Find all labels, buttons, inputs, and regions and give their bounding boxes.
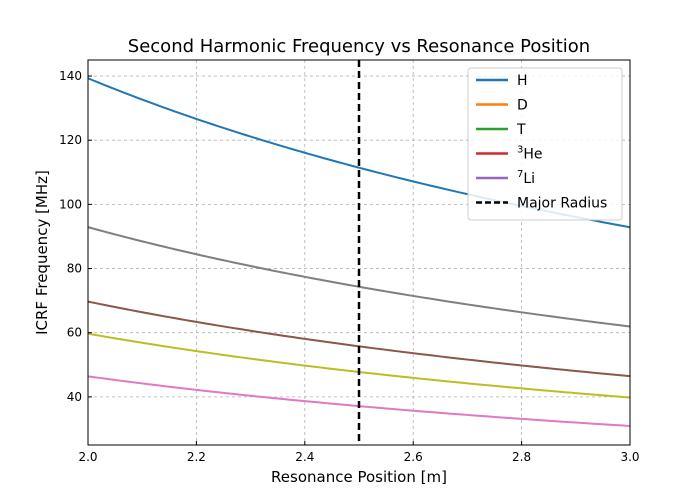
- x-axis-label: Resonance Position [m]: [271, 468, 447, 486]
- y-tick-label: 140: [59, 69, 82, 83]
- series-line-3: [87, 332, 631, 399]
- chart-title: Second Harmonic Frequency vs Resonance P…: [128, 36, 590, 57]
- legend-label-text: He: [523, 147, 542, 163]
- legend-label: H: [517, 73, 528, 89]
- x-tick-label: 2.8: [512, 450, 531, 464]
- legend-label-superscript: 7: [517, 169, 523, 180]
- y-tick-label: 40: [67, 390, 82, 404]
- x-tick-label: 2.2: [187, 450, 206, 464]
- y-axis-label: ICRF Frequency [MHz]: [33, 170, 51, 335]
- legend-label-superscript: 3: [517, 145, 523, 156]
- x-tick-label: 2.0: [78, 450, 97, 464]
- y-tick-label: 80: [67, 262, 82, 276]
- legend-label: 3He: [517, 145, 543, 163]
- x-tick-label: 2.6: [404, 450, 423, 464]
- legend-label: 7Li: [517, 169, 535, 187]
- ticks-group: 2.0 2.2 2.4 2.6 2.8 3.0 40 60 80 100 120 140: [59, 69, 639, 464]
- plot-frame: [87, 59, 631, 446]
- y-tick-label: 120: [59, 133, 82, 147]
- legend-label: Major Radius: [517, 196, 607, 212]
- y-tick-label: 100: [59, 197, 82, 211]
- x-tick-label: 3.0: [620, 450, 639, 464]
- x-tick-label: 2.4: [295, 450, 314, 464]
- legend-label: D: [517, 98, 528, 114]
- legend-label: T: [516, 122, 526, 138]
- legend-box: [467, 67, 623, 221]
- legend-label-text: Li: [523, 171, 535, 187]
- y-tick-label: 60: [67, 326, 82, 340]
